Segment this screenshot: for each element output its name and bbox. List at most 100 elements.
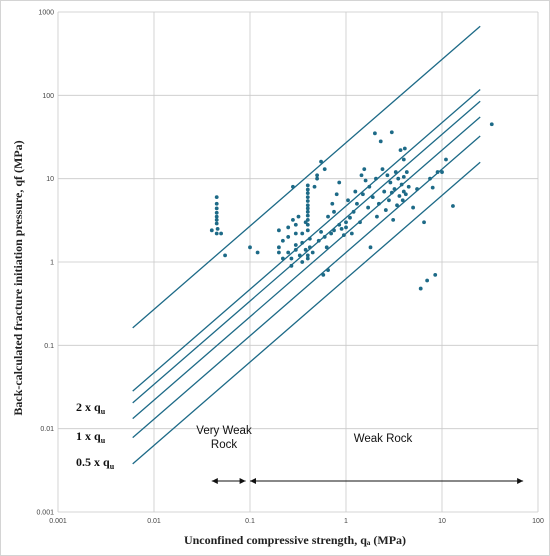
data-point: [375, 214, 379, 219]
data-point: [322, 167, 327, 172]
line-label: 2 x qu: [76, 400, 106, 416]
data-point: [337, 180, 342, 185]
data-point: [401, 157, 406, 162]
data-point: [370, 195, 375, 200]
data-point: [305, 206, 310, 211]
x-tick-label: 0.01: [147, 518, 161, 525]
y-tick-label: 100: [42, 93, 54, 100]
data-point: [398, 148, 403, 153]
y-tick-label: 0.1: [44, 343, 54, 350]
data-point: [280, 256, 285, 261]
data-point: [415, 187, 419, 191]
data-point: [418, 286, 423, 291]
data-point: [324, 245, 329, 250]
data-points: [209, 122, 494, 291]
data-point: [214, 195, 219, 200]
data-point: [404, 170, 409, 174]
data-point: [334, 192, 339, 197]
data-point: [366, 205, 371, 210]
arrow-head-right: [517, 478, 524, 484]
data-point: [403, 192, 408, 197]
data-point: [305, 195, 310, 200]
data-point: [428, 176, 432, 181]
data-point: [305, 199, 310, 203]
data-point: [310, 250, 315, 255]
y-axis-title: Back-calculated fracture initiation pres…: [11, 140, 25, 415]
data-point: [411, 205, 416, 210]
line-label: 1 x qu: [76, 429, 106, 445]
data-point: [389, 190, 394, 195]
data-point: [321, 273, 326, 277]
line-labels: 2 x qu 1 x qu 0.5 x qu: [76, 400, 115, 471]
data-point: [305, 183, 310, 188]
data-point: [444, 157, 448, 162]
data-point: [223, 253, 227, 258]
data-point: [372, 131, 377, 136]
data-point: [305, 222, 310, 227]
grid: [57, 11, 539, 513]
data-point: [300, 260, 305, 264]
data-point: [322, 235, 327, 239]
data-point: [300, 240, 305, 245]
arrow-head-left: [211, 478, 218, 484]
region-annotations: Very Weak Rock Weak Rock: [196, 425, 524, 484]
reference-line-1: [132, 89, 481, 392]
data-point: [392, 187, 397, 191]
data-point: [367, 184, 372, 189]
data-point: [359, 173, 364, 178]
x-tick-label: 100: [532, 518, 544, 525]
data-point: [440, 170, 444, 174]
data-point: [401, 189, 406, 194]
data-point: [378, 139, 383, 144]
data-point: [362, 167, 367, 172]
data-point: [293, 231, 298, 236]
data-point: [319, 159, 323, 164]
data-point: [305, 191, 310, 196]
y-tick-label: 10: [46, 176, 54, 183]
data-point: [344, 225, 348, 230]
data-point: [214, 221, 219, 226]
data-point: [330, 201, 335, 206]
data-point: [451, 204, 455, 208]
data-point: [291, 218, 295, 222]
data-point: [349, 231, 354, 236]
data-point: [425, 278, 430, 283]
data-point: [391, 218, 396, 222]
data-point: [315, 176, 320, 181]
data-point: [397, 194, 402, 198]
data-point: [316, 238, 321, 243]
data-point: [389, 130, 394, 135]
data-point: [401, 175, 406, 179]
data-point: [305, 253, 310, 258]
data-point: [215, 226, 220, 231]
x-tick-label: 0.001: [49, 518, 67, 525]
data-point: [337, 222, 342, 227]
data-point: [305, 256, 310, 261]
data-point: [305, 187, 310, 192]
data-point: [353, 189, 358, 194]
data-point: [358, 220, 362, 225]
data-point: [219, 231, 224, 236]
line-label: 0.5 x qu: [76, 455, 115, 471]
reference-line-0: [132, 25, 481, 329]
data-point: [296, 214, 301, 219]
data-point: [406, 184, 411, 189]
x-tick-label: 1: [344, 518, 348, 525]
x-tick-label: 0.1: [245, 518, 255, 525]
data-point: [400, 198, 405, 203]
data-point: [248, 245, 252, 250]
y-tick-label: 1: [50, 260, 54, 267]
data-point: [326, 268, 330, 272]
data-point: [339, 226, 344, 231]
y-tick-label: 0.01: [40, 426, 54, 433]
data-point: [280, 238, 285, 243]
data-point: [402, 146, 407, 151]
data-point: [430, 185, 435, 190]
data-point: [214, 210, 219, 215]
data-point: [286, 250, 291, 255]
data-point: [276, 245, 281, 250]
data-point: [385, 173, 390, 178]
data-point: [255, 250, 260, 255]
data-point: [214, 206, 219, 211]
